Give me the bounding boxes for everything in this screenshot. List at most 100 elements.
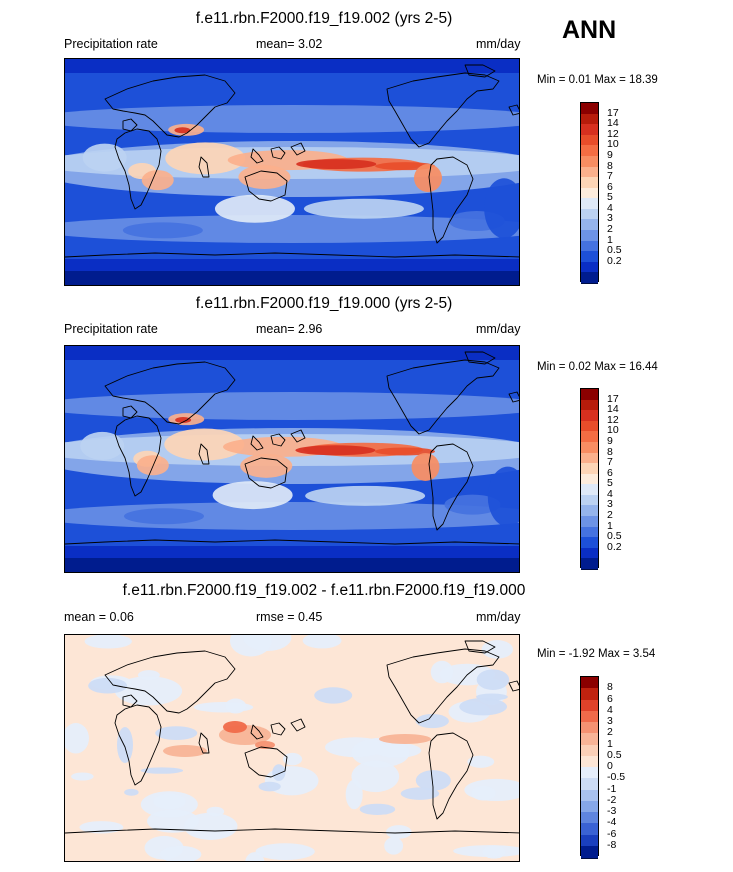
panel-2-variable-label: Precipitation rate	[64, 322, 158, 336]
panel-1-map	[64, 58, 520, 286]
coastline	[244, 170, 288, 202]
coastline	[122, 694, 138, 708]
coastline	[65, 539, 519, 545]
coastline	[250, 435, 264, 451]
colorbar-tick-label: 5	[607, 191, 613, 204]
colorbar-tick-label: 17	[607, 106, 619, 119]
panel-2-units: mm/day	[476, 322, 521, 336]
panel-1-title: f.e11.rbn.F2000.f19_f19.002 (yrs 2-5)	[195, 10, 453, 27]
coastline	[386, 648, 500, 724]
colorbar-swatch	[581, 845, 598, 859]
panel-2-title: f.e11.rbn.F2000.f19_f19.000 (yrs 2-5)	[195, 295, 453, 312]
panel-3-map	[64, 634, 520, 862]
panel-3-title: f.e11.rbn.F2000.f19_f19.002 - f.e11.rbn.…	[122, 582, 526, 599]
coastline	[508, 104, 519, 116]
coastline	[428, 732, 474, 820]
panel-1-units: mm/day	[476, 37, 521, 51]
coastline	[198, 732, 210, 754]
coastline	[104, 361, 236, 425]
colorbar-tick-label: 17	[607, 392, 619, 405]
colorbar-tick-label: 9	[607, 148, 613, 161]
coastline	[198, 156, 210, 178]
colorbar-tick-label: 0.2	[607, 540, 622, 553]
colorbar-tick-label: 0.5	[607, 748, 622, 761]
coastline	[290, 429, 306, 443]
panel-1-mean-label: mean= 3.02	[256, 37, 323, 51]
coastline	[198, 443, 210, 465]
colorbar-tick-label: 3	[607, 715, 613, 727]
colorbar-swatch	[581, 272, 598, 285]
colorbar-tick-label: 1	[607, 519, 613, 532]
panel-2-mean-label: mean= 2.96	[256, 322, 323, 336]
coastline	[428, 443, 474, 531]
coastline	[270, 433, 286, 447]
panel-2-map	[64, 345, 520, 573]
coastline	[508, 680, 519, 692]
coastline	[244, 746, 288, 778]
coastline	[114, 704, 162, 786]
coastline	[244, 457, 288, 489]
colorbar-tick-label: 7	[607, 456, 613, 469]
coastline	[270, 722, 286, 736]
coastline	[250, 724, 264, 740]
colorbar-tick-label: -6	[607, 827, 617, 840]
coastline	[114, 415, 162, 497]
colorbar-swatch	[581, 558, 598, 571]
colorbar-tick-label: 10	[607, 138, 619, 151]
coastline	[104, 74, 236, 138]
panel-3-minmax: Min = -1.92 Max = 3.54	[537, 648, 656, 660]
colorbar-tick-label: 4	[607, 703, 613, 716]
colorbar-tick-label: 0.5	[607, 244, 622, 257]
colorbar-tick-label: 6	[607, 180, 613, 193]
colorbar-tick-label: 2	[607, 726, 613, 739]
colorbar-tick-label: 9	[607, 434, 613, 447]
colorbar-tick-label: 8	[607, 445, 613, 458]
colorbar-box	[580, 102, 599, 285]
panel-3-units: mm/day	[476, 610, 521, 624]
colorbar-box	[580, 676, 599, 859]
map-svg	[65, 346, 519, 572]
colorbar-tick-label: -8	[607, 838, 617, 851]
colorbar-tick-label: 6	[607, 692, 613, 705]
coastline	[290, 142, 306, 156]
coastline	[464, 351, 496, 365]
colorbar-tick-label: 4	[607, 487, 613, 500]
colorbar-tick-label: -0.5	[607, 771, 626, 784]
colorbar-tick-label: -2	[607, 793, 617, 806]
colorbar-tick-label: 2	[607, 509, 613, 522]
coastline	[114, 128, 162, 210]
colorbar-tick-label: 1	[607, 233, 613, 246]
panel-1-minmax: Min = 0.01 Max = 18.39	[537, 74, 658, 86]
colorbar-tick-label: 5	[607, 477, 613, 490]
coastline	[122, 118, 138, 132]
coastline	[386, 72, 500, 148]
colorbar-tick-label: 12	[607, 127, 619, 140]
panel-2-minmax: Min = 0.02 Max = 16.44	[537, 361, 658, 373]
map-svg	[65, 59, 519, 285]
colorbar-box	[580, 388, 599, 571]
colorbar-tick-label: 3	[607, 212, 613, 225]
panel-1-variable-label: Precipitation rate	[64, 37, 158, 51]
coastline	[270, 146, 286, 160]
coastline	[428, 156, 474, 244]
colorbar-tick-label: 7	[607, 170, 613, 183]
colorbar-tick-label: -1	[607, 782, 617, 795]
colorbar-tick-label: 0.2	[607, 254, 622, 267]
colorbar-tick-label: 4	[607, 201, 613, 214]
colorbar-tick-label: 1	[607, 737, 613, 750]
coastline	[290, 718, 306, 732]
colorbar-tick-label: 14	[607, 117, 619, 130]
panel-3-mean-label: mean = 0.06	[64, 610, 134, 624]
map-svg	[65, 635, 519, 861]
colorbar-tick-label: 14	[607, 403, 619, 416]
colorbar-tick-label: 8	[607, 159, 613, 172]
coastline	[104, 650, 236, 714]
colorbar-tick-label: 2	[607, 223, 613, 236]
coastline	[464, 640, 496, 654]
colorbar-tick-label: -3	[607, 805, 617, 817]
coastline	[386, 359, 500, 435]
coastline	[508, 391, 519, 403]
coastline	[65, 828, 519, 834]
coastline	[464, 64, 496, 78]
coastline	[250, 148, 264, 164]
